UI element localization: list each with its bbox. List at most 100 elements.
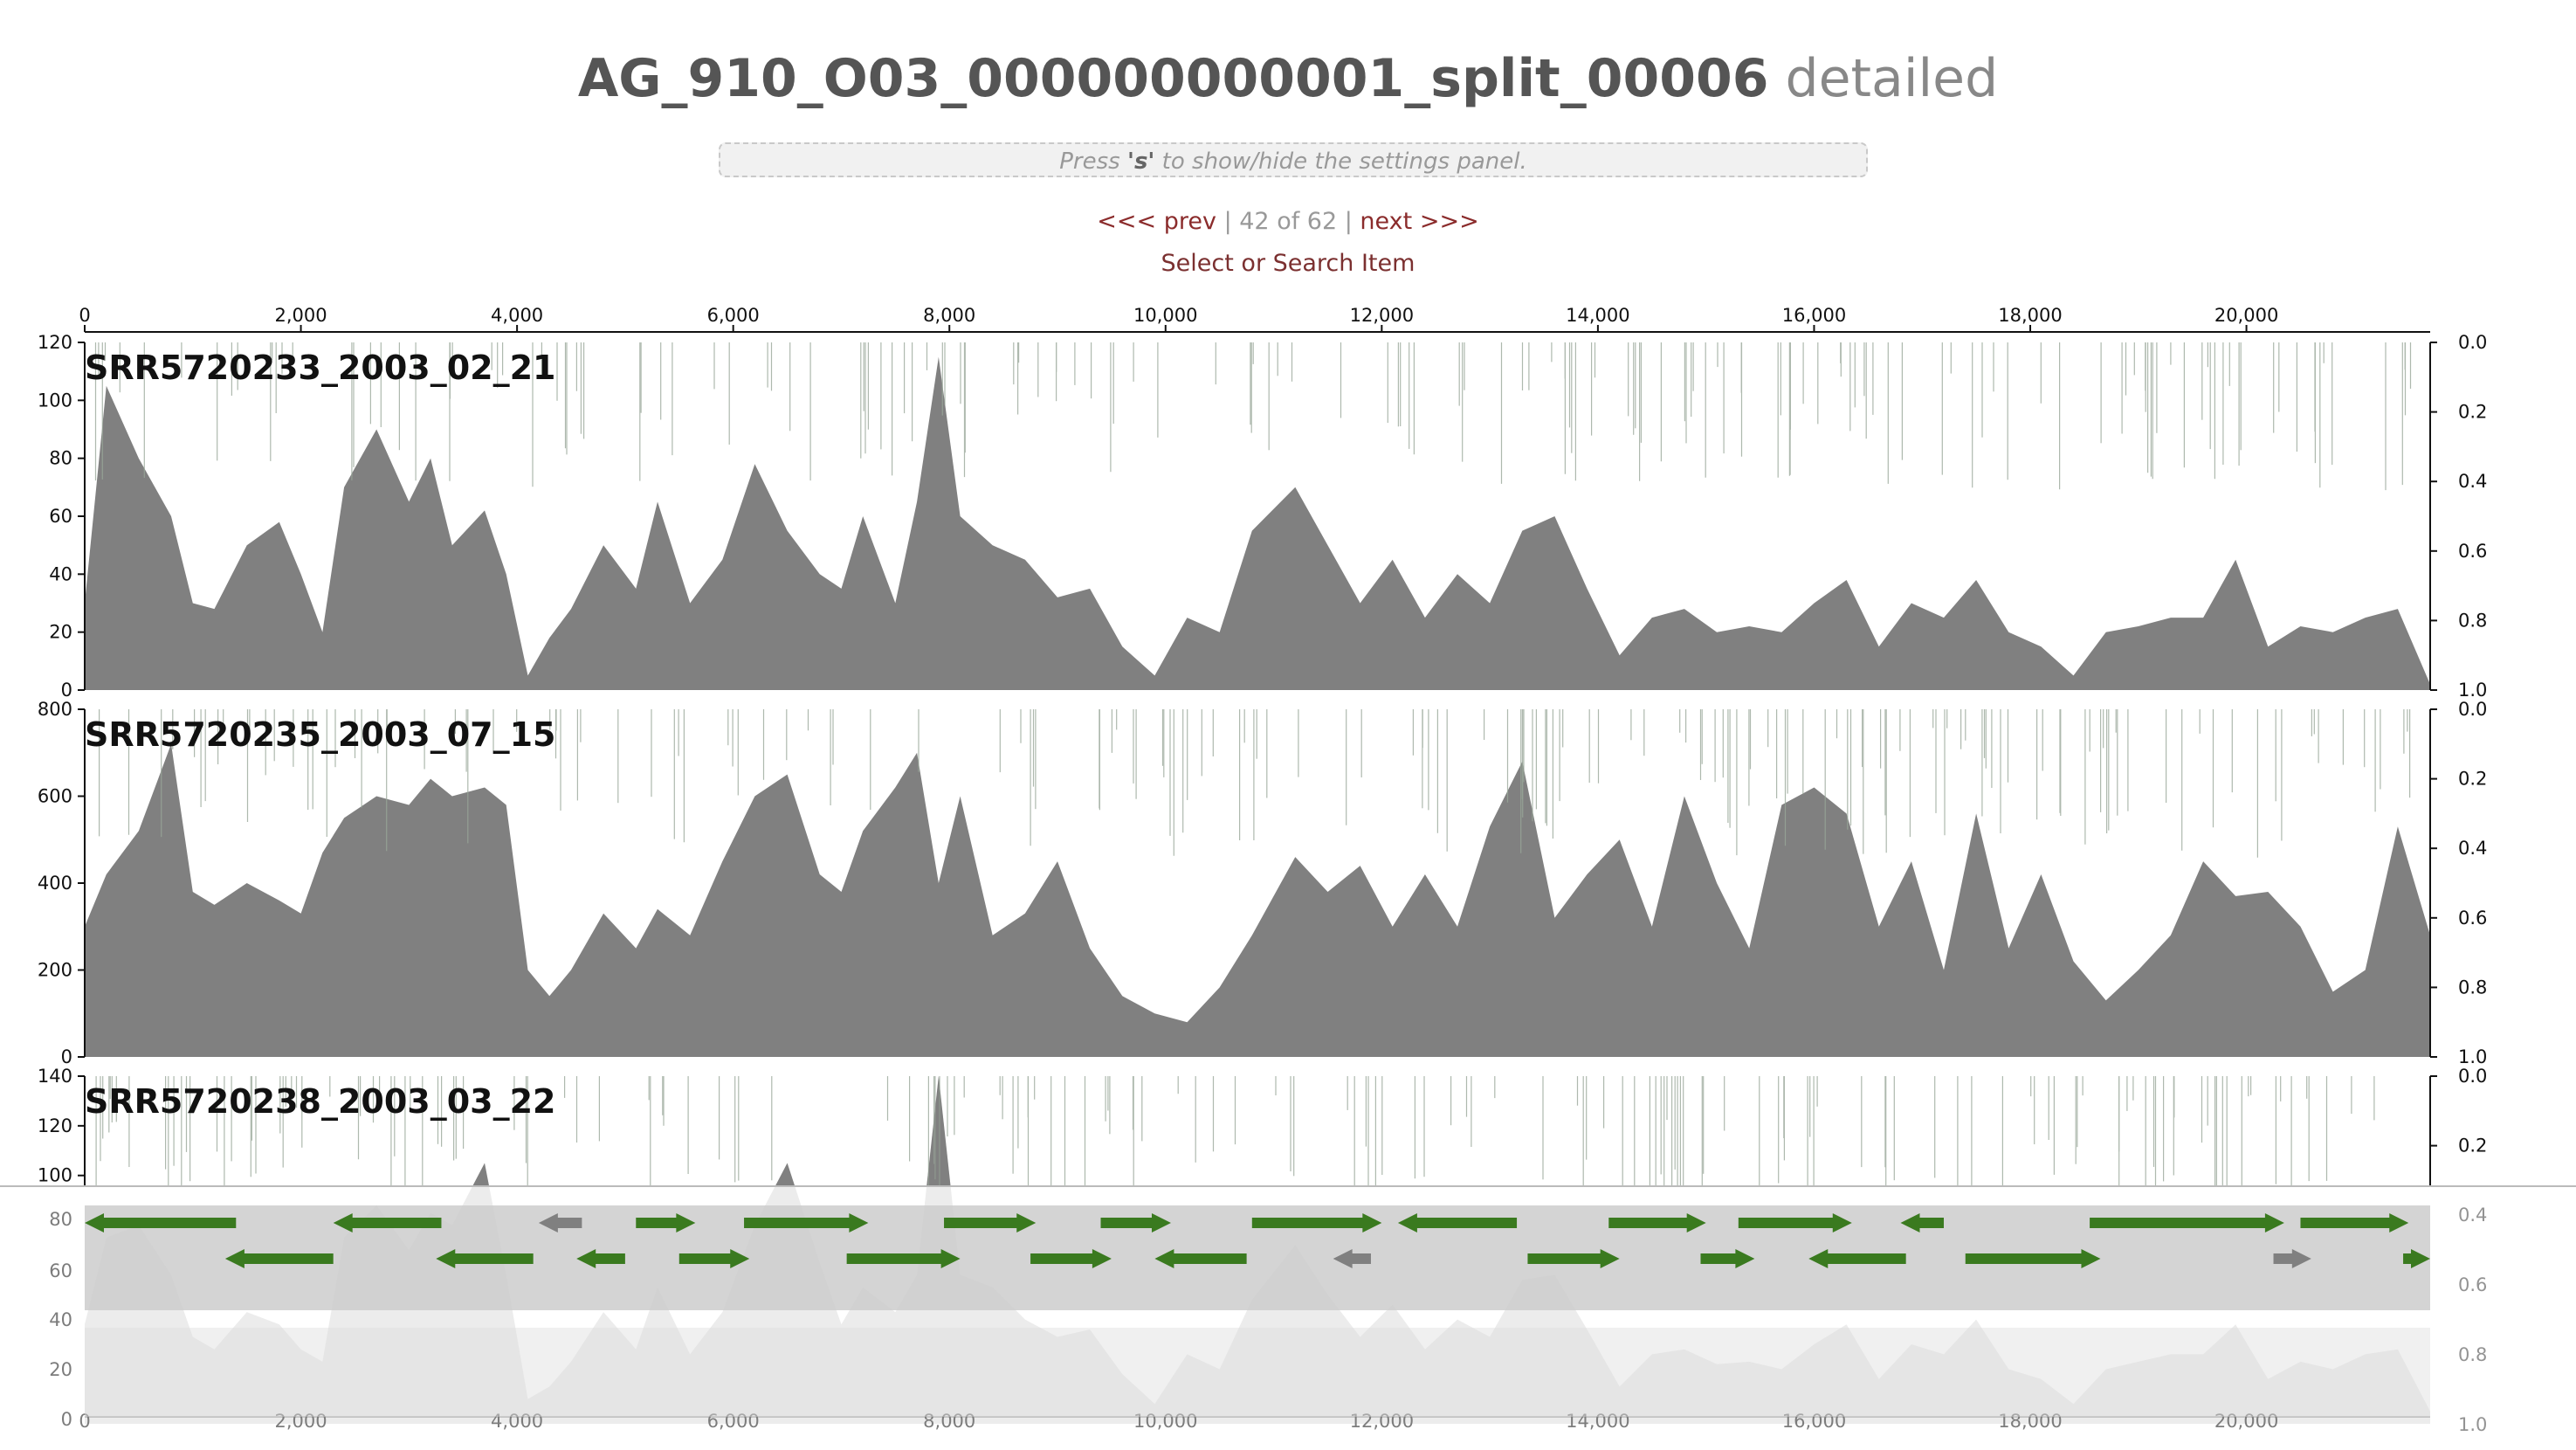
bottom-x-tick-label: 8,000 xyxy=(923,1411,975,1432)
top-x-tick-label: 12,000 xyxy=(1350,305,1414,326)
gene-arrow xyxy=(436,1249,534,1268)
bottom-x-tick-label: 6,000 xyxy=(707,1411,760,1432)
pager: <<< prev | 42 of 62 | next >>> xyxy=(1097,208,1479,235)
left-y-tick-label: 80 xyxy=(49,448,72,469)
gene-arrow xyxy=(1527,1249,1620,1268)
left-y-tick-label: 140 xyxy=(38,1066,72,1087)
ghost-right-tick-label: 1.0 xyxy=(2458,1414,2487,1435)
coverage-area xyxy=(85,743,2430,1057)
bottom-x-tick-label: 4,000 xyxy=(491,1411,543,1432)
left-y-tick-label: 100 xyxy=(38,390,72,411)
variant-lines xyxy=(95,1076,2375,1185)
sample-label: SRR5720235_2003_07_15 xyxy=(85,715,556,754)
gene-arrow xyxy=(2300,1213,2409,1232)
top-x-tick-label: 4,000 xyxy=(491,305,543,326)
top-x-tick-label: 6,000 xyxy=(707,305,760,326)
top-x-tick-label: 14,000 xyxy=(1566,305,1629,326)
right-y-tick-label: 0.6 xyxy=(2458,541,2487,562)
page-position: 42 of 62 xyxy=(1239,208,1338,235)
gene-arrow xyxy=(1333,1249,1371,1268)
bottom-x-tick-label: 14,000 xyxy=(1566,1411,1629,1432)
variant-lines xyxy=(98,709,2411,858)
split-name: AG_910_O03_000000000001_split_00006 xyxy=(577,48,1769,109)
gene-arrow xyxy=(85,1213,237,1232)
gene-arrow xyxy=(1900,1213,1944,1232)
bottom-x-tick-label: 20,000 xyxy=(2214,1411,2278,1432)
sample-label: SRR5720238_2003_03_22 xyxy=(85,1082,556,1121)
gene-arrow xyxy=(576,1249,625,1268)
gene-band-lower xyxy=(85,1328,2430,1417)
settings-hint-pre: Press xyxy=(1059,148,1127,175)
sample-label: SRR5720233_2003_02_21 xyxy=(85,349,556,387)
bottom-x-tick-label: 10,000 xyxy=(1133,1411,1197,1432)
gene-arrow xyxy=(1965,1249,2101,1268)
ghost-right-tick-label: 0.6 xyxy=(2458,1274,2487,1295)
bottom-x-tick-label: 2,000 xyxy=(274,1411,327,1432)
gene-arrow xyxy=(678,1249,750,1268)
left-y-tick-label: 60 xyxy=(49,506,72,527)
gene-arrow xyxy=(1030,1249,1112,1268)
gene-arrow xyxy=(636,1213,696,1232)
prev-link[interactable]: <<< prev xyxy=(1097,208,1216,235)
right-y-tick-label: 0.6 xyxy=(2458,908,2487,929)
gene-arrow xyxy=(2090,1213,2284,1232)
ghost-y-tick-label: 20 xyxy=(49,1359,72,1380)
gene-arrow xyxy=(1397,1213,1518,1232)
upper-panels: 0 20 40 60 80 100 120 0.0 0.2 0.4 0.6 0.8 1.0 SRR5720… xyxy=(38,332,2487,1186)
right-y-tick-label: 0.0 xyxy=(2458,699,2487,720)
bottom-x-tick-label: 18,000 xyxy=(1998,1411,2062,1432)
gene-arrow xyxy=(846,1249,961,1268)
select-search-link[interactable]: Select or Search Item xyxy=(1161,250,1415,277)
top-x-tick-label: 18,000 xyxy=(1998,305,2062,326)
right-y-tick-label: 0.8 xyxy=(2458,977,2487,998)
ghost-y-tick-label: 80 xyxy=(49,1209,72,1230)
left-y-tick-label: 20 xyxy=(49,622,72,643)
top-x-tick-label: 16,000 xyxy=(1782,305,1846,326)
gene-arrow xyxy=(1700,1249,1755,1268)
gene-arrow xyxy=(744,1213,869,1232)
right-y-tick-label: 0.4 xyxy=(2458,471,2487,492)
settings-hint: Press 's' to show/hide the settings pane… xyxy=(719,142,1868,177)
top-x-tick-label: 0 xyxy=(79,305,90,326)
page-title: AG_910_O03_000000000001_split_00006 deta… xyxy=(0,44,2576,114)
gene-arrow xyxy=(333,1213,442,1232)
right-y-tick-label: 0.2 xyxy=(2458,402,2487,423)
ghost-y-tick-label: 40 xyxy=(49,1309,72,1330)
right-y-tick-label: 0.8 xyxy=(2458,610,2487,631)
coverage-area xyxy=(85,356,2430,690)
bottom-x-tick-label: 0 xyxy=(79,1411,90,1432)
ghost-panel xyxy=(85,1076,2430,1424)
ghost-y-tick-label: 60 xyxy=(49,1260,72,1281)
gene-arrow xyxy=(944,1213,1037,1232)
gene-arrow xyxy=(1100,1213,1171,1232)
ghost-y-tick-label: 0 xyxy=(61,1409,72,1430)
ghost-right-tick-label: 0.4 xyxy=(2458,1205,2487,1226)
top-x-tick-label: 20,000 xyxy=(2214,305,2278,326)
gene-arrow xyxy=(2273,1249,2311,1268)
right-y-tick-label: 0.2 xyxy=(2458,769,2487,790)
right-y-tick-label: 0.0 xyxy=(2458,332,2487,353)
left-y-tick-label: 40 xyxy=(49,563,72,584)
left-y-tick-label: 200 xyxy=(38,960,72,981)
title-suffix: detailed xyxy=(1785,48,1999,109)
gene-arrow xyxy=(1154,1249,1247,1268)
bottom-x-tick-label: 16,000 xyxy=(1782,1411,1846,1432)
top-x-tick-label: 10,000 xyxy=(1133,305,1197,326)
top-x-tick-label: 8,000 xyxy=(923,305,975,326)
ghost-right-tick-label: 0.8 xyxy=(2458,1344,2487,1365)
variant-lines xyxy=(94,342,2412,491)
gene-arrow xyxy=(1608,1213,1706,1232)
gene-arrow xyxy=(1251,1213,1382,1232)
gene-arrow xyxy=(2403,1249,2430,1268)
right-y-tick-label: 0.0 xyxy=(2458,1066,2487,1087)
left-y-tick-label: 0 xyxy=(61,680,72,701)
right-y-tick-label: 0.4 xyxy=(2458,838,2487,859)
right-y-tick-label: 0.2 xyxy=(2458,1136,2487,1157)
left-y-tick-label: 100 xyxy=(38,1165,72,1186)
right-y-tick-label: 1.0 xyxy=(2458,1046,2487,1067)
gene-arrow xyxy=(1738,1213,1852,1232)
left-y-tick-label: 400 xyxy=(38,873,72,894)
next-link[interactable]: next >>> xyxy=(1360,208,1479,235)
right-y-tick-label: 1.0 xyxy=(2458,680,2487,701)
